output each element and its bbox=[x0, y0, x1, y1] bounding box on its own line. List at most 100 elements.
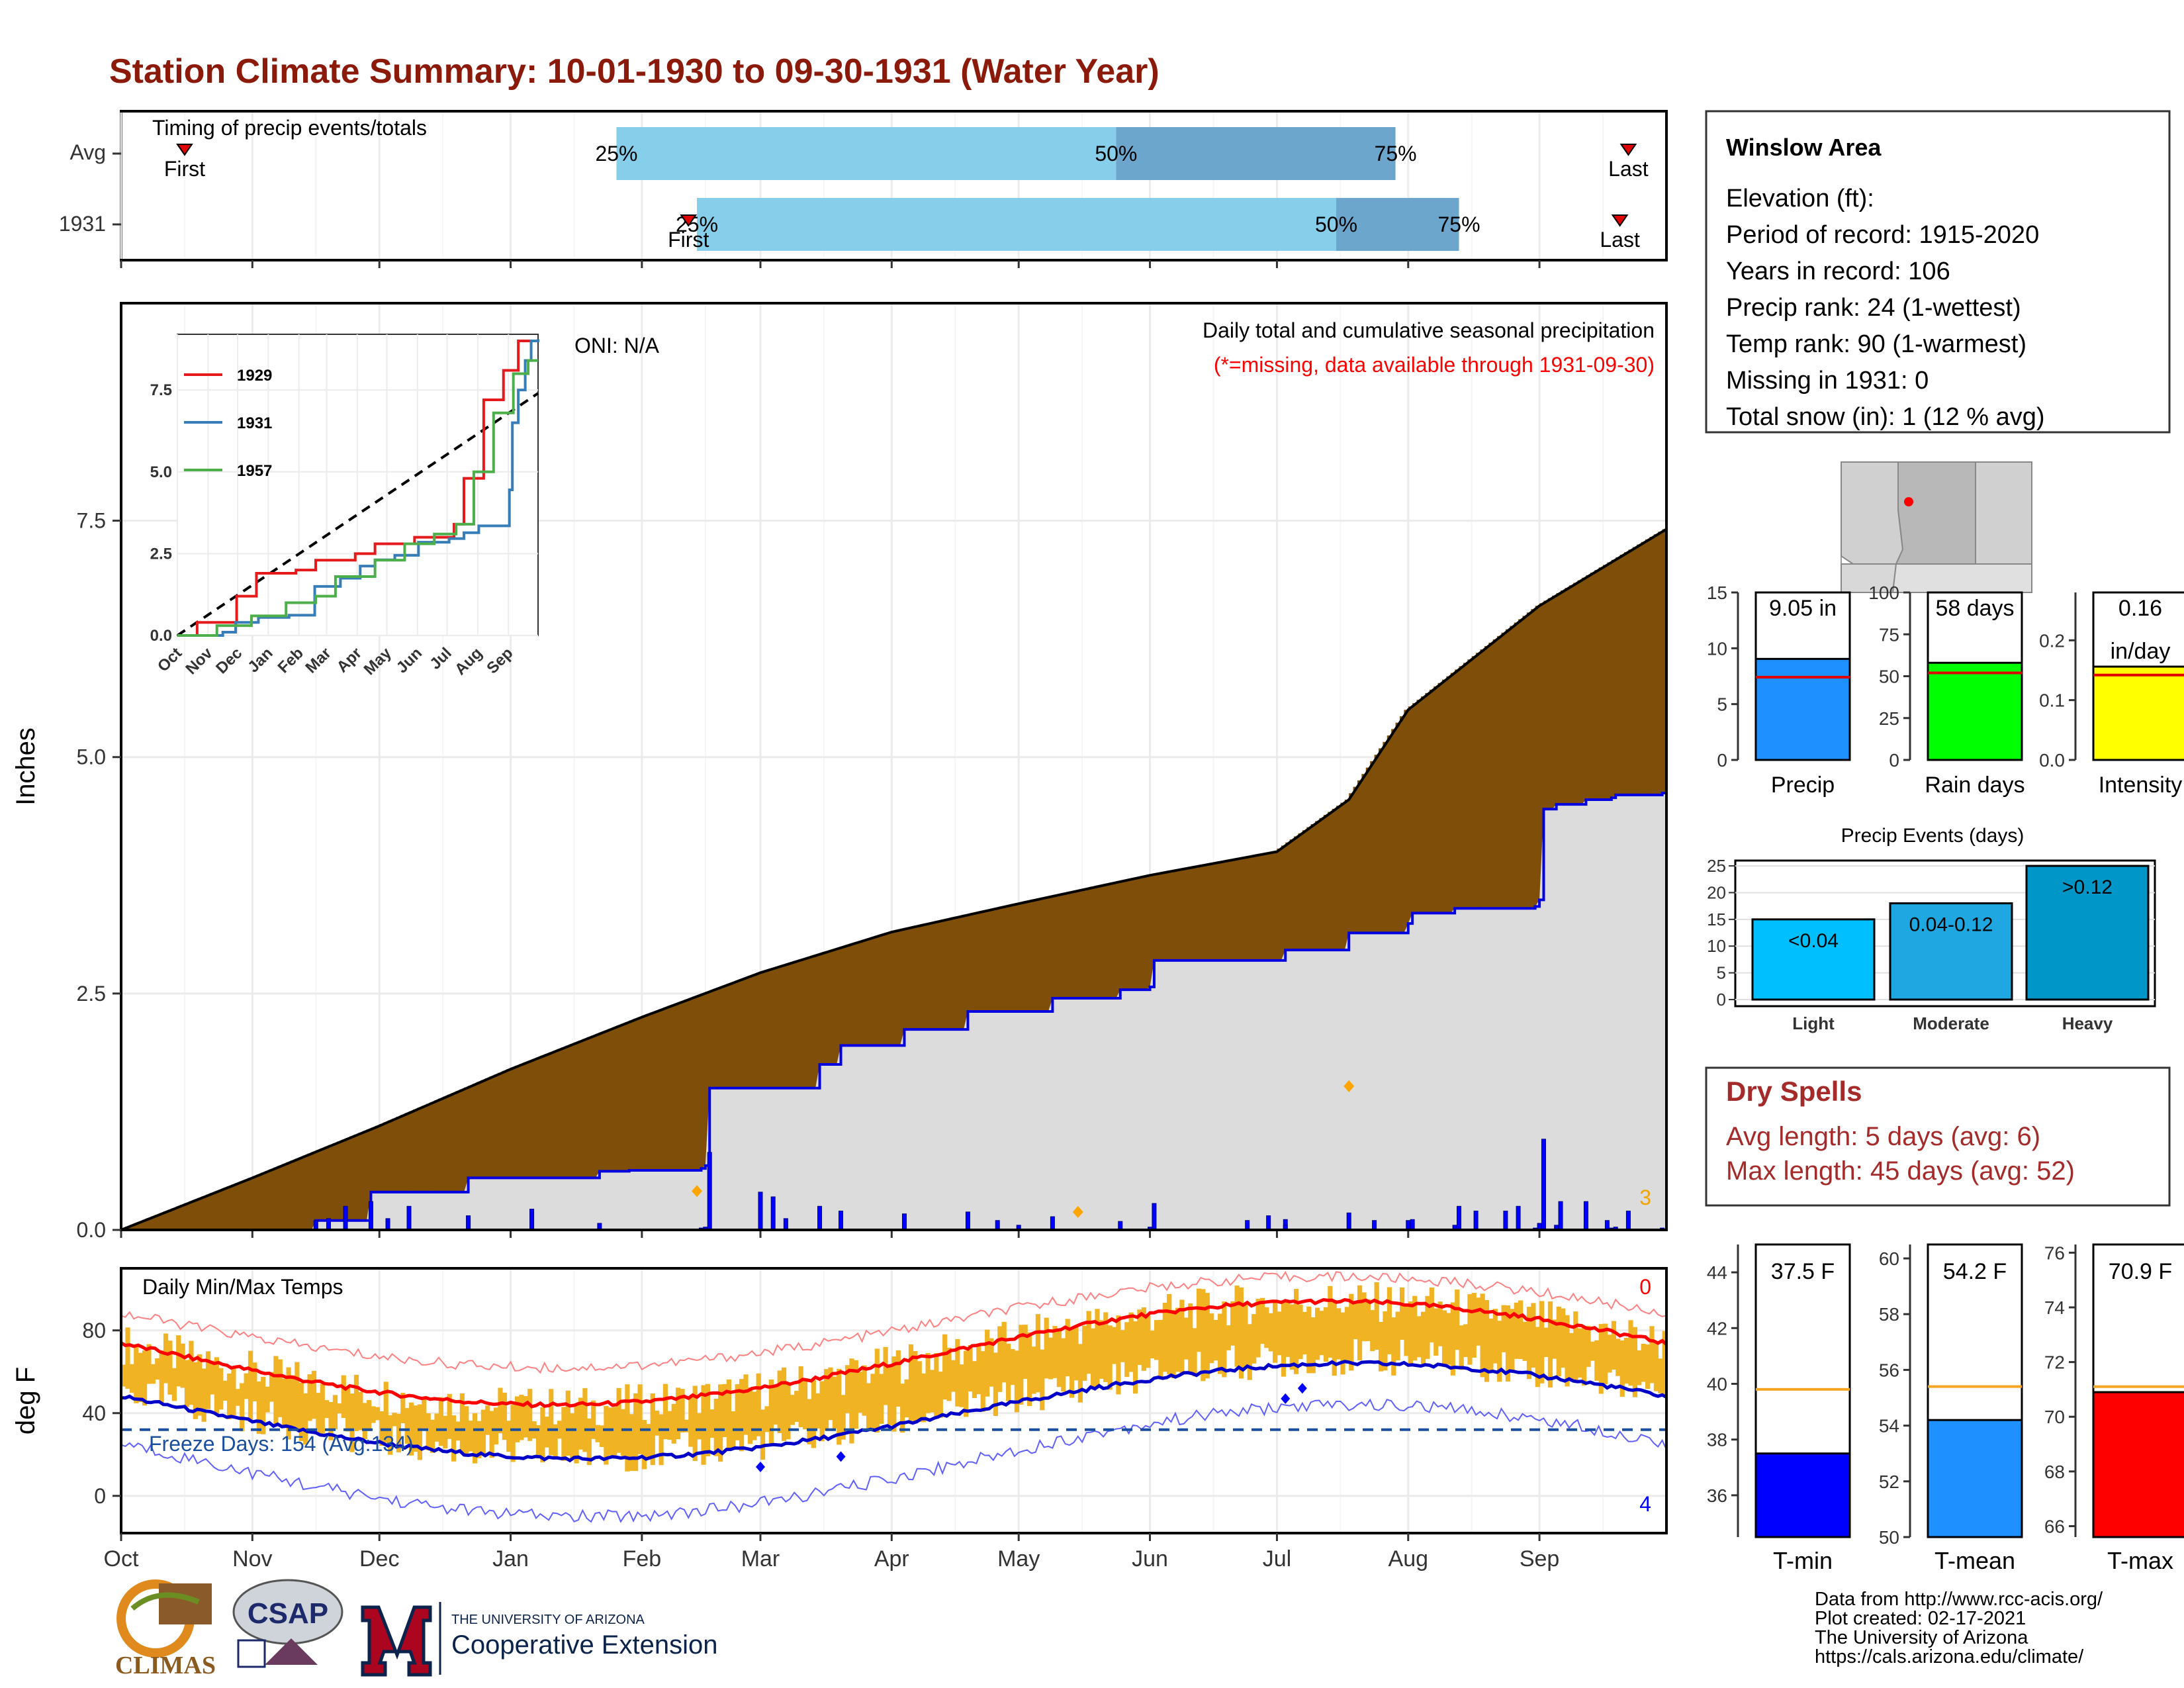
deficit-fill bbox=[477, 1082, 482, 1178]
deficit-fill bbox=[1497, 635, 1502, 909]
daily-temp-range-bar bbox=[1425, 1295, 1430, 1359]
month-label-feb: Feb bbox=[623, 1546, 662, 1571]
daily-temp-range-bar bbox=[1146, 1315, 1151, 1368]
daily-temp-range-bar bbox=[1586, 1325, 1591, 1367]
snow-marker-icon bbox=[1343, 1080, 1355, 1092]
daily-temp-range-bar bbox=[570, 1413, 575, 1460]
deficit-fill bbox=[1365, 767, 1371, 933]
deficit-fill bbox=[1480, 649, 1485, 909]
daily-temp-range-bar bbox=[163, 1333, 169, 1383]
daily-precip-bar bbox=[995, 1220, 1000, 1231]
deficit-fill bbox=[273, 1167, 279, 1230]
deficit-fill bbox=[646, 1013, 651, 1170]
deficit-fill bbox=[303, 1155, 308, 1230]
daily-precip-bar bbox=[326, 1218, 331, 1231]
daily-temp-range-bar bbox=[1501, 1305, 1506, 1352]
deficit-fill bbox=[874, 935, 880, 1046]
daily-temp-range-bar bbox=[1073, 1327, 1079, 1381]
temp-ytick-label: 0 bbox=[94, 1484, 106, 1508]
daily-temp-range-bar bbox=[553, 1424, 558, 1456]
daily-temp-range-bar bbox=[1531, 1303, 1536, 1368]
station-info-line: Missing in 1931: 0 bbox=[1726, 367, 1929, 395]
tmean-value: 54.2 F bbox=[1943, 1259, 2007, 1284]
deficit-fill bbox=[620, 1023, 625, 1172]
daily-temp-range-bar bbox=[1344, 1307, 1350, 1362]
daily-temp-range-bar bbox=[1395, 1311, 1400, 1361]
deficit-fill bbox=[1281, 845, 1286, 961]
daily-precip-bar bbox=[1516, 1205, 1521, 1231]
deficit-fill bbox=[1044, 897, 1049, 1011]
deficit-fill bbox=[1277, 848, 1282, 961]
daily-temp-range-bar bbox=[883, 1346, 888, 1405]
daily-temp-range-bar bbox=[1150, 1331, 1155, 1359]
deficit-fill bbox=[1162, 872, 1167, 961]
deficit-fill bbox=[1378, 748, 1383, 933]
deficit-fill bbox=[1573, 583, 1578, 805]
daily-temp-range-bar bbox=[489, 1411, 494, 1458]
station-info-line: Elevation (ft): bbox=[1726, 185, 1874, 212]
events-bar-label: >0.12 bbox=[2062, 876, 2113, 898]
deficit-fill bbox=[167, 1209, 173, 1230]
normal-min-line bbox=[120, 1360, 1668, 1463]
daily-temp-range-bar bbox=[676, 1387, 681, 1440]
month-label-jun: Jun bbox=[1132, 1546, 1168, 1571]
daily-temp-range-bar bbox=[938, 1372, 943, 1418]
deficit-fill bbox=[379, 1124, 385, 1192]
daily-temp-range-bar bbox=[1349, 1293, 1354, 1371]
daily-temp-range-bar bbox=[1645, 1344, 1651, 1389]
deficit-fill bbox=[1514, 622, 1519, 909]
deficit-fill bbox=[959, 915, 964, 1030]
timing-first-label: First bbox=[668, 228, 709, 252]
precip-note: (*=missing, data available through 1931-… bbox=[1214, 353, 1655, 377]
daily-precip-bar bbox=[1558, 1201, 1563, 1231]
deficit-fill bbox=[345, 1138, 351, 1221]
deficit-fill bbox=[591, 1035, 596, 1178]
timing-p75-label: 75% bbox=[1438, 212, 1480, 236]
daily-temp-range-bar bbox=[1103, 1312, 1109, 1382]
temp-bar-tick-label: 56 bbox=[1879, 1360, 1899, 1380]
deficit-fill bbox=[561, 1047, 567, 1178]
daily-temp-range-bar bbox=[375, 1407, 381, 1421]
deficit-fill bbox=[1471, 656, 1477, 909]
deficit-fill bbox=[523, 1062, 528, 1178]
deficit-fill bbox=[1238, 858, 1244, 961]
deficit-fill bbox=[231, 1184, 236, 1230]
month-label-mar: Mar bbox=[741, 1546, 780, 1571]
daily-temp-range-bar bbox=[417, 1404, 423, 1460]
tmax-value: 70.9 F bbox=[2109, 1259, 2172, 1284]
temp-bar-tick-label: 68 bbox=[2044, 1462, 2065, 1482]
daily-temp-range-bar bbox=[697, 1413, 702, 1440]
daily-temp-range-bar bbox=[1319, 1311, 1324, 1356]
timing-p25-label: 25% bbox=[595, 142, 637, 165]
deficit-fill bbox=[1598, 567, 1604, 800]
daily-temp-range-bar bbox=[997, 1326, 1003, 1392]
daily-temp-range-bar bbox=[214, 1357, 219, 1414]
daily-temp-range-bar bbox=[171, 1368, 177, 1401]
daily-temp-range-bar bbox=[1569, 1333, 1574, 1381]
deficit-fill bbox=[1459, 666, 1464, 909]
daily-temp-range-bar bbox=[1281, 1301, 1287, 1377]
daily-temp-range-bar bbox=[629, 1414, 634, 1472]
daily-temp-range-bar bbox=[620, 1409, 626, 1456]
deficit-fill bbox=[1120, 880, 1125, 990]
inset-legend-label: 1957 bbox=[237, 462, 272, 480]
deficit-fill bbox=[1607, 562, 1612, 800]
daily-temp-range-bar bbox=[595, 1425, 600, 1442]
deficit-fill bbox=[502, 1070, 507, 1178]
daily-temp-range-bar bbox=[1196, 1288, 1202, 1352]
timing-row-avg-label: Avg bbox=[69, 140, 106, 164]
daily-temp-range-bar bbox=[422, 1399, 427, 1429]
deficit-fill bbox=[1547, 598, 1553, 810]
page-title: Station Climate Summary: 10-01-1930 to 0… bbox=[109, 52, 1160, 91]
deficit-fill bbox=[472, 1084, 477, 1178]
daily-temp-range-bar bbox=[1259, 1297, 1265, 1344]
deficit-fill bbox=[320, 1148, 325, 1221]
daily-temp-range-bar bbox=[1116, 1315, 1121, 1395]
daily-temp-range-bar bbox=[578, 1397, 584, 1450]
daily-temp-range-bar bbox=[248, 1350, 253, 1422]
deficit-fill bbox=[718, 987, 723, 1088]
precip-ytick-label: 2.5 bbox=[77, 982, 106, 1006]
deficit-fill bbox=[1010, 904, 1015, 1011]
daily-temp-range-bar bbox=[1162, 1302, 1167, 1372]
daily-temp-range-bar bbox=[887, 1367, 893, 1426]
